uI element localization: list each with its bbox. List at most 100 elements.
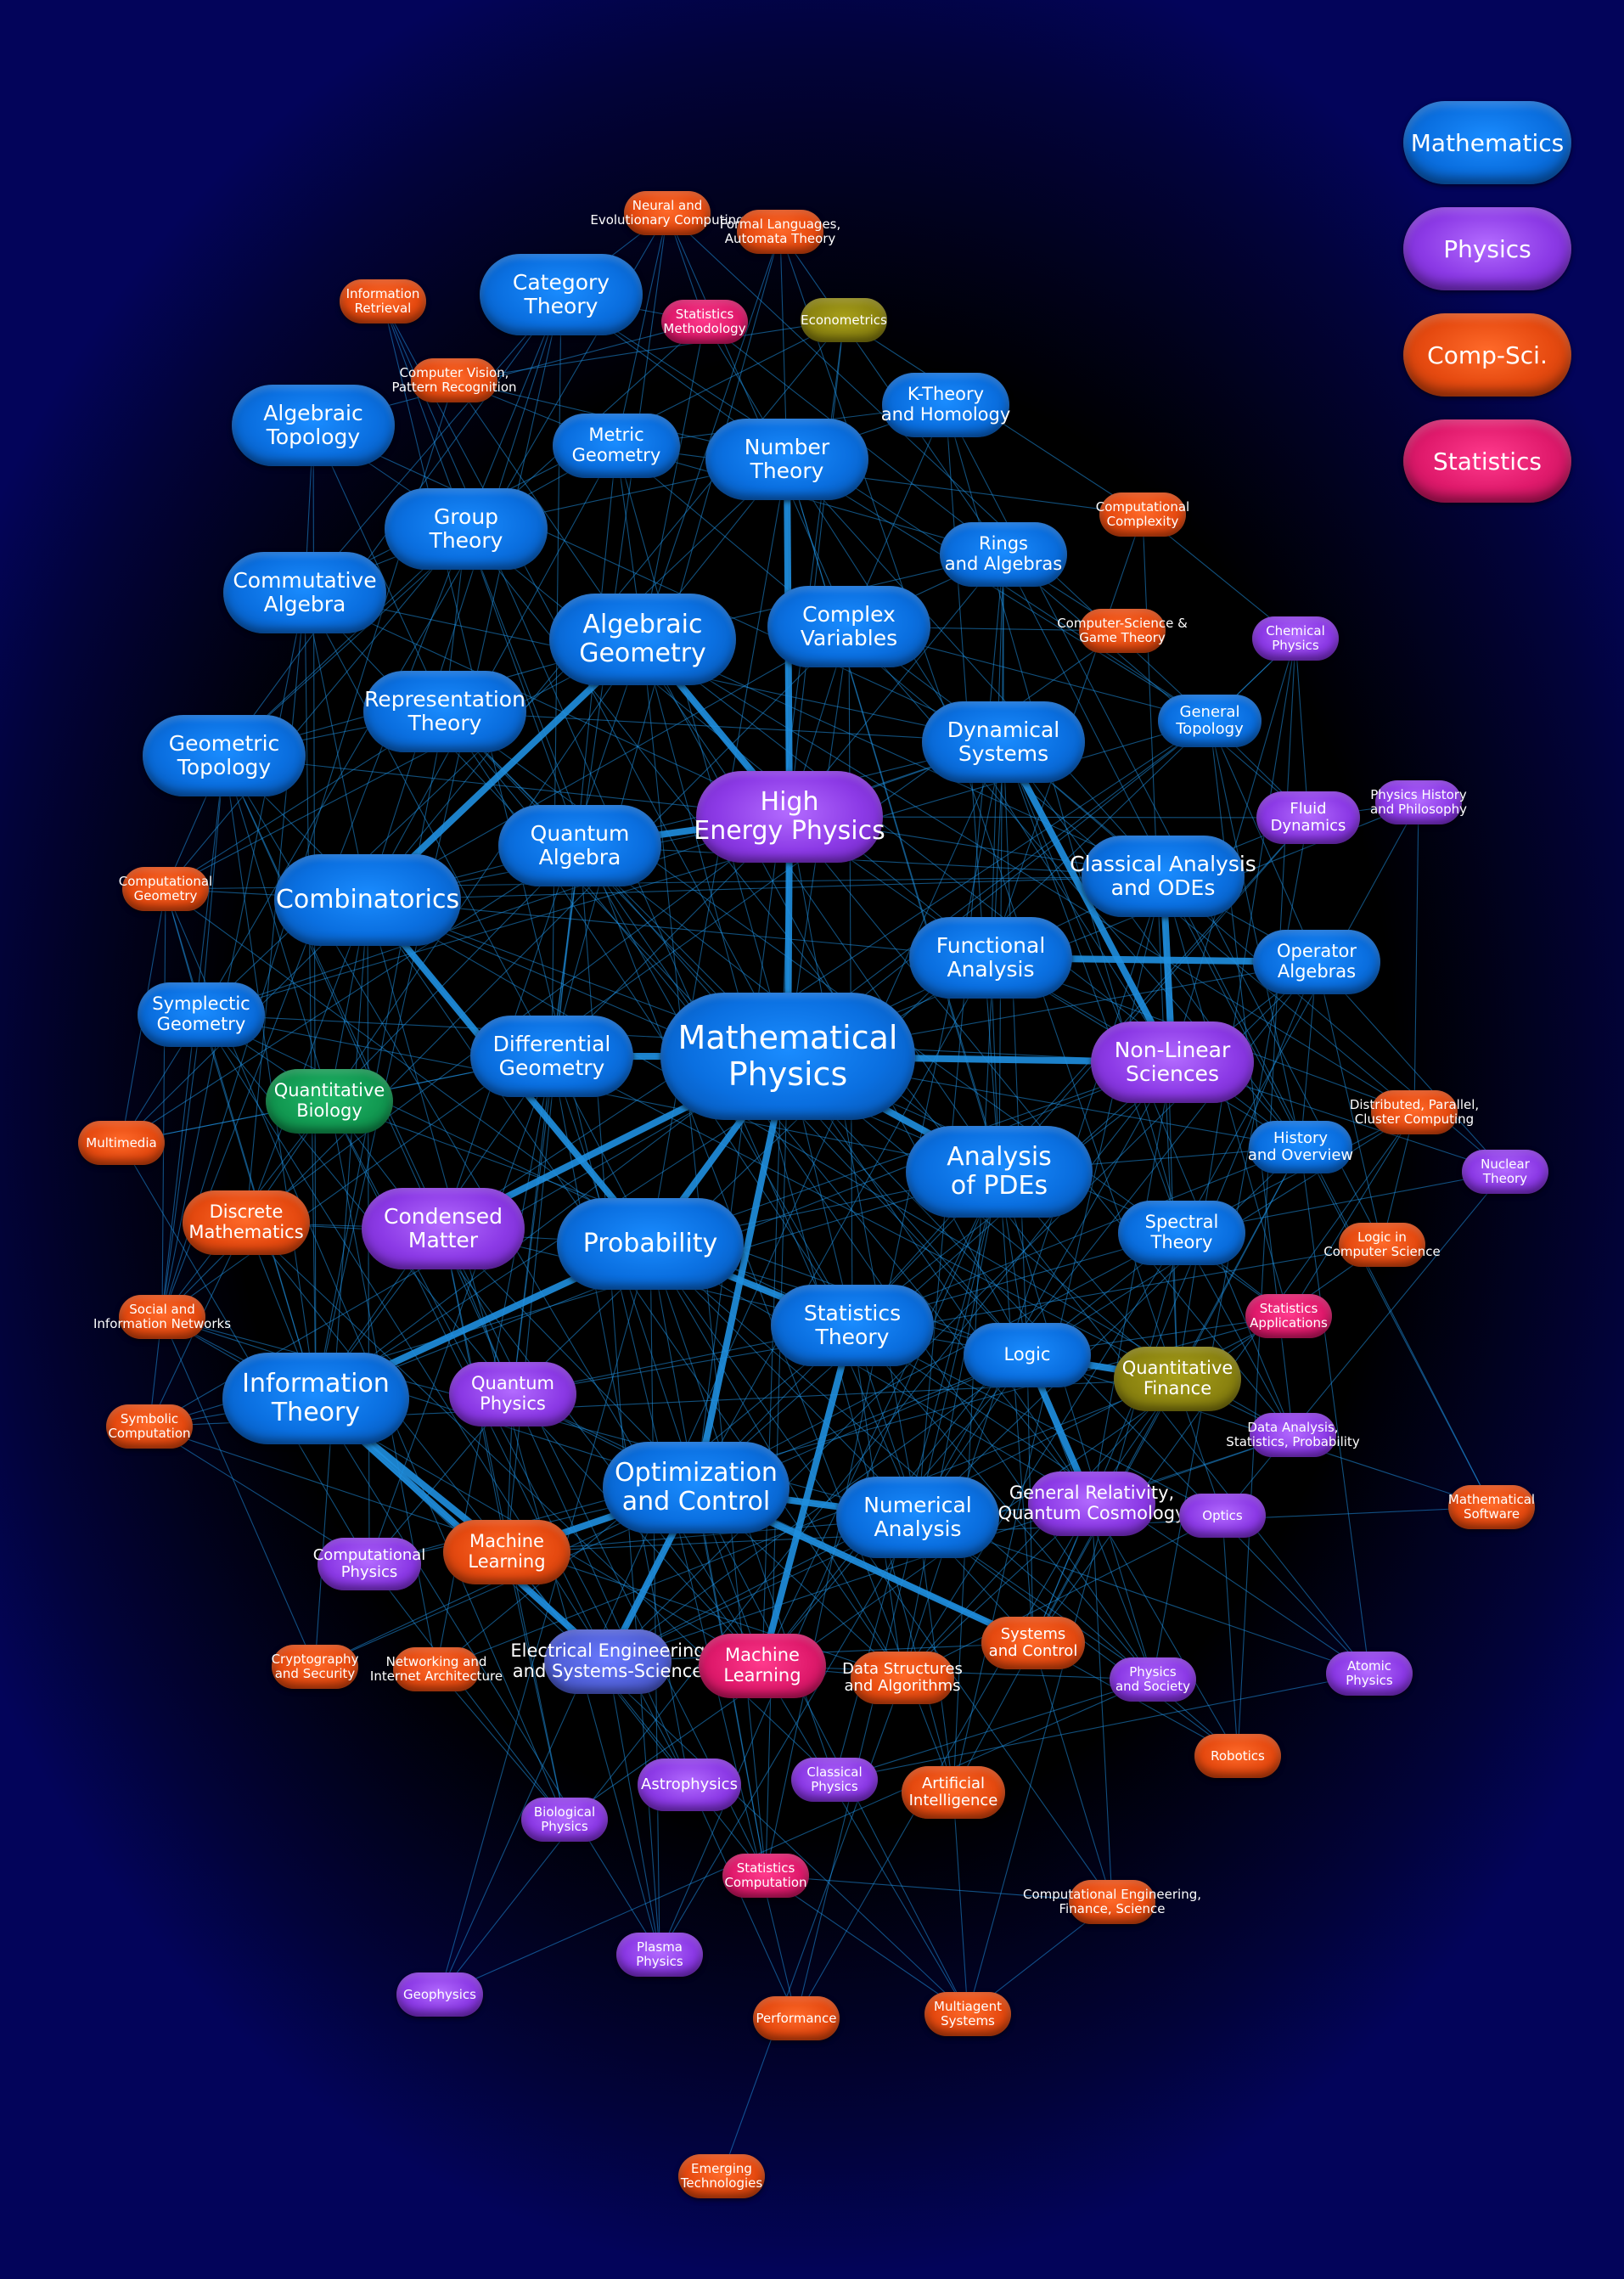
node-phhp[interactable]: Physics History and Philosophy — [1370, 780, 1467, 824]
node-label: Multiagent Systems — [934, 1999, 1002, 2029]
node-econ[interactable]: Econometrics — [801, 298, 887, 342]
node-mm[interactable]: Multimedia — [78, 1121, 165, 1165]
node-ms[interactable]: Mathematical Software — [1448, 1485, 1535, 1529]
node-cvpr[interactable]: Computer Vision, Pattern Recognition — [391, 358, 517, 402]
node-ni[interactable]: Networking and Internet Architecture — [370, 1647, 503, 1691]
node-sc[interactable]: Symbolic Computation — [106, 1404, 193, 1449]
node-rob[interactable]: Robotics — [1194, 1734, 1281, 1778]
node-gtop[interactable]: General Topology — [1158, 695, 1262, 747]
node-qp[interactable]: Quantum Physics — [449, 1362, 576, 1426]
node-prob[interactable]: Probability — [557, 1198, 744, 1290]
node-ho[interactable]: History and Overview — [1248, 1121, 1353, 1173]
node-spt[interactable]: Spectral Theory — [1118, 1201, 1245, 1265]
edge — [551, 294, 562, 1057]
node-cao[interactable]: Classical Analysis and ODEs — [1070, 836, 1256, 917]
node-label: Atomic Physics — [1346, 1658, 1393, 1688]
edge — [1222, 1171, 1506, 1517]
node-ag[interactable]: Algebraic Geometry — [549, 594, 736, 685]
node-cv[interactable]: Complex Variables — [767, 586, 930, 667]
node-bph[interactable]: Biological Physics — [521, 1798, 608, 1842]
node-cgt[interactable]: Computer-Science & Game Theory — [1057, 609, 1188, 653]
node-dm[interactable]: Discrete Mathematics — [183, 1190, 310, 1255]
node-qb[interactable]: Quantitative Biology — [266, 1069, 393, 1134]
node-pas[interactable]: Physics and Society — [1110, 1657, 1196, 1702]
node-gt[interactable]: Group Theory — [385, 488, 548, 570]
node-nls[interactable]: Non-Linear Sciences — [1091, 1021, 1254, 1103]
edge — [1295, 638, 1309, 819]
node-mg[interactable]: Metric Geometry — [553, 414, 680, 478]
node-crypt[interactable]: Cryptography and Security — [272, 1645, 358, 1689]
node-ct[interactable]: Category Theory — [480, 254, 643, 335]
node-label: Symbolic Computation — [108, 1411, 191, 1441]
node-dpc[interactable]: Distributed, Parallel, Cluster Computing — [1350, 1090, 1479, 1134]
node-fa[interactable]: Functional Analysis — [909, 917, 1072, 999]
edge — [245, 899, 368, 1224]
node-it[interactable]: Information Theory — [222, 1353, 409, 1444]
node-et[interactable]: Emerging Technologies — [678, 2154, 765, 2198]
node-cg[interactable]: Computational Geometry — [119, 867, 212, 911]
node-sml[interactable]: Machine Learning — [699, 1634, 826, 1698]
node-ca[interactable]: Commutative Algebra — [223, 552, 386, 633]
node-nt[interactable]: Number Theory — [705, 419, 868, 500]
node-opt[interactable]: Optimization and Control — [603, 1442, 790, 1533]
node-lcs[interactable]: Logic in Computer Science — [1323, 1223, 1441, 1267]
node-fl[interactable]: Formal Languages, Automata Theory — [720, 210, 840, 254]
node-atop[interactable]: Algebraic Topology — [232, 385, 395, 466]
edge — [1209, 720, 1301, 1148]
node-geot[interactable]: Geometric Topology — [143, 715, 306, 796]
node-sa[interactable]: Statistics Applications — [1245, 1294, 1332, 1338]
node-sco[interactable]: Statistics Computation — [722, 1854, 809, 1898]
node-clph[interactable]: Classical Physics — [791, 1758, 878, 1802]
node-si[interactable]: Social and Information Networks — [93, 1295, 231, 1339]
node-nuc[interactable]: Nuclear Theory — [1462, 1150, 1548, 1194]
node-sg[interactable]: Symplectic Geometry — [138, 982, 265, 1047]
node-sys[interactable]: Systems and Control — [981, 1617, 1085, 1669]
node-ai[interactable]: Artificial Intelligence — [902, 1766, 1005, 1819]
edge — [304, 592, 553, 1057]
node-hep[interactable]: High Energy Physics — [694, 771, 885, 863]
node-rt[interactable]: Representation Theory — [363, 671, 526, 752]
node-apde[interactable]: Analysis of PDEs — [906, 1126, 1093, 1218]
node-ir[interactable]: Information Retrieval — [340, 279, 426, 324]
node-eess[interactable]: Electrical Engineering and Systems-Scien… — [510, 1629, 705, 1694]
node-dsa[interactable]: Data Structures and Algorithms — [842, 1652, 963, 1704]
edge — [1181, 1232, 1294, 1436]
node-optics[interactable]: Optics — [1179, 1494, 1266, 1538]
node-ml[interactable]: Machine Learning — [443, 1520, 570, 1584]
node-fd[interactable]: Fluid Dynamics — [1256, 791, 1360, 844]
node-chp[interactable]: Chemical Physics — [1252, 616, 1339, 661]
node-geo[interactable]: Geophysics — [396, 1972, 483, 2017]
node-label: Physics and Society — [1115, 1664, 1191, 1694]
node-mas[interactable]: Multiagent Systems — [924, 1992, 1011, 2036]
edge — [315, 1061, 1173, 1399]
node-kt[interactable]: K-Theory and Homology — [881, 373, 1010, 437]
node-mp[interactable]: Mathematical Physics — [660, 993, 915, 1120]
node-ds[interactable]: Dynamical Systems — [922, 701, 1085, 783]
node-label: Condensed Matter — [384, 1204, 503, 1252]
node-label: Group Theory — [429, 504, 503, 553]
node-grqc[interactable]: General Relativity, Quantum Cosmology — [998, 1472, 1185, 1536]
node-atom[interactable]: Atomic Physics — [1326, 1652, 1413, 1696]
node-cc[interactable]: Computational Complexity — [1096, 492, 1189, 537]
node-cphys[interactable]: Computational Physics — [313, 1538, 425, 1590]
node-cm[interactable]: Condensed Matter — [362, 1188, 525, 1269]
node-plas[interactable]: Plasma Physics — [616, 1933, 703, 1977]
edge — [165, 639, 643, 890]
node-oa[interactable]: Operator Algebras — [1253, 930, 1380, 994]
node-dasp[interactable]: Data Analysis, Statistics, Probability — [1226, 1413, 1360, 1457]
node-dg[interactable]: Differential Geometry — [470, 1016, 633, 1097]
node-cefs[interactable]: Computational Engineering, Finance, Scie… — [1023, 1880, 1201, 1924]
node-perf[interactable]: Performance — [753, 1996, 840, 2040]
node-logic[interactable]: Logic — [964, 1323, 1091, 1387]
node-na[interactable]: Numerical Analysis — [836, 1477, 999, 1558]
edge — [1003, 554, 1309, 819]
node-ra[interactable]: Rings and Algebras — [940, 522, 1067, 587]
node-ne[interactable]: Neural and Evolutionary Computing — [590, 191, 745, 235]
node-sm[interactable]: Statistics Methodology — [661, 300, 748, 344]
node-qa[interactable]: Quantum Algebra — [498, 805, 661, 886]
node-qf[interactable]: Quantitative Finance — [1114, 1347, 1241, 1411]
node-astro[interactable]: Astrophysics — [638, 1758, 741, 1811]
node-comb[interactable]: Combinatorics — [274, 854, 461, 946]
node-st[interactable]: Statistics Theory — [771, 1285, 934, 1366]
